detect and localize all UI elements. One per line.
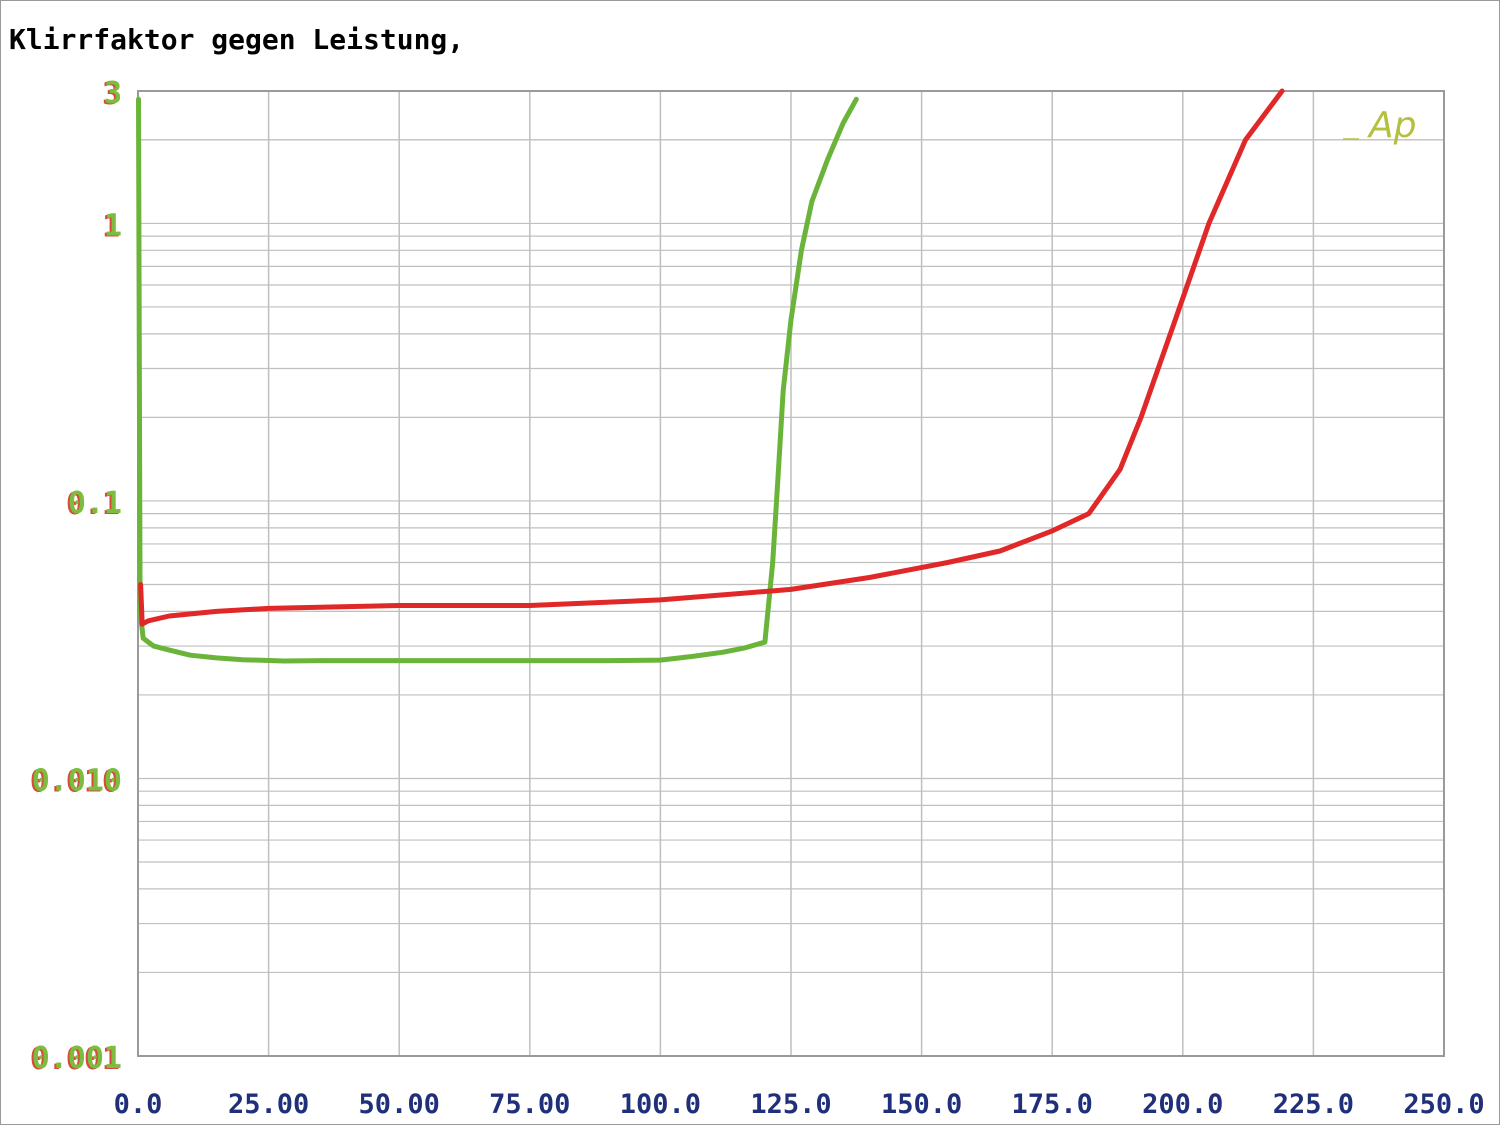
- x-tick-label: 25.00: [228, 1089, 309, 1120]
- grid-lines: [137, 90, 1445, 1057]
- series-line-1: [138, 88, 1285, 627]
- y-tick-label: 0.001: [32, 1041, 122, 1076]
- x-axis-ticks: 0.0 25.00 50.00 75.00 100.0 125.0 150.0 175.0 20…: [114, 1089, 1485, 1120]
- y-tick-label-shadow: 0.1: [66, 487, 120, 522]
- y-tick-label-shadow: 1: [102, 209, 120, 244]
- y-tick-label: 0.010: [32, 763, 122, 798]
- y-tick-label: 3: [104, 76, 122, 111]
- y-tick-label-shadow: 0.001: [30, 1042, 120, 1077]
- y-tick-label: 1: [104, 208, 122, 243]
- y-tick-label-shadow: 0.010: [30, 764, 120, 799]
- x-tick-label: 175.0: [1012, 1089, 1093, 1120]
- y-tick-label-shadow: 3: [102, 77, 120, 112]
- x-tick-label: 200.0: [1142, 1089, 1223, 1120]
- x-tick-label: 125.0: [750, 1089, 831, 1120]
- x-tick-label: 150.0: [881, 1089, 962, 1120]
- chart-title: Klirrfaktor gegen Leistung,: [9, 23, 464, 56]
- y-tick-label: 0.1: [68, 486, 122, 521]
- x-tick-label: 225.0: [1273, 1089, 1354, 1120]
- x-tick-label: 100.0: [620, 1089, 701, 1120]
- x-tick-label: 0.0: [114, 1089, 163, 1120]
- x-tick-label: 75.00: [489, 1089, 570, 1120]
- x-tick-label: 50.00: [359, 1089, 440, 1120]
- series-line-0: [136, 96, 859, 664]
- logo-text: Ap: [1367, 105, 1416, 146]
- ap-logo: Ap: [1343, 105, 1416, 146]
- x-tick-label: 250.0: [1403, 1089, 1484, 1120]
- data-series: [136, 88, 1285, 664]
